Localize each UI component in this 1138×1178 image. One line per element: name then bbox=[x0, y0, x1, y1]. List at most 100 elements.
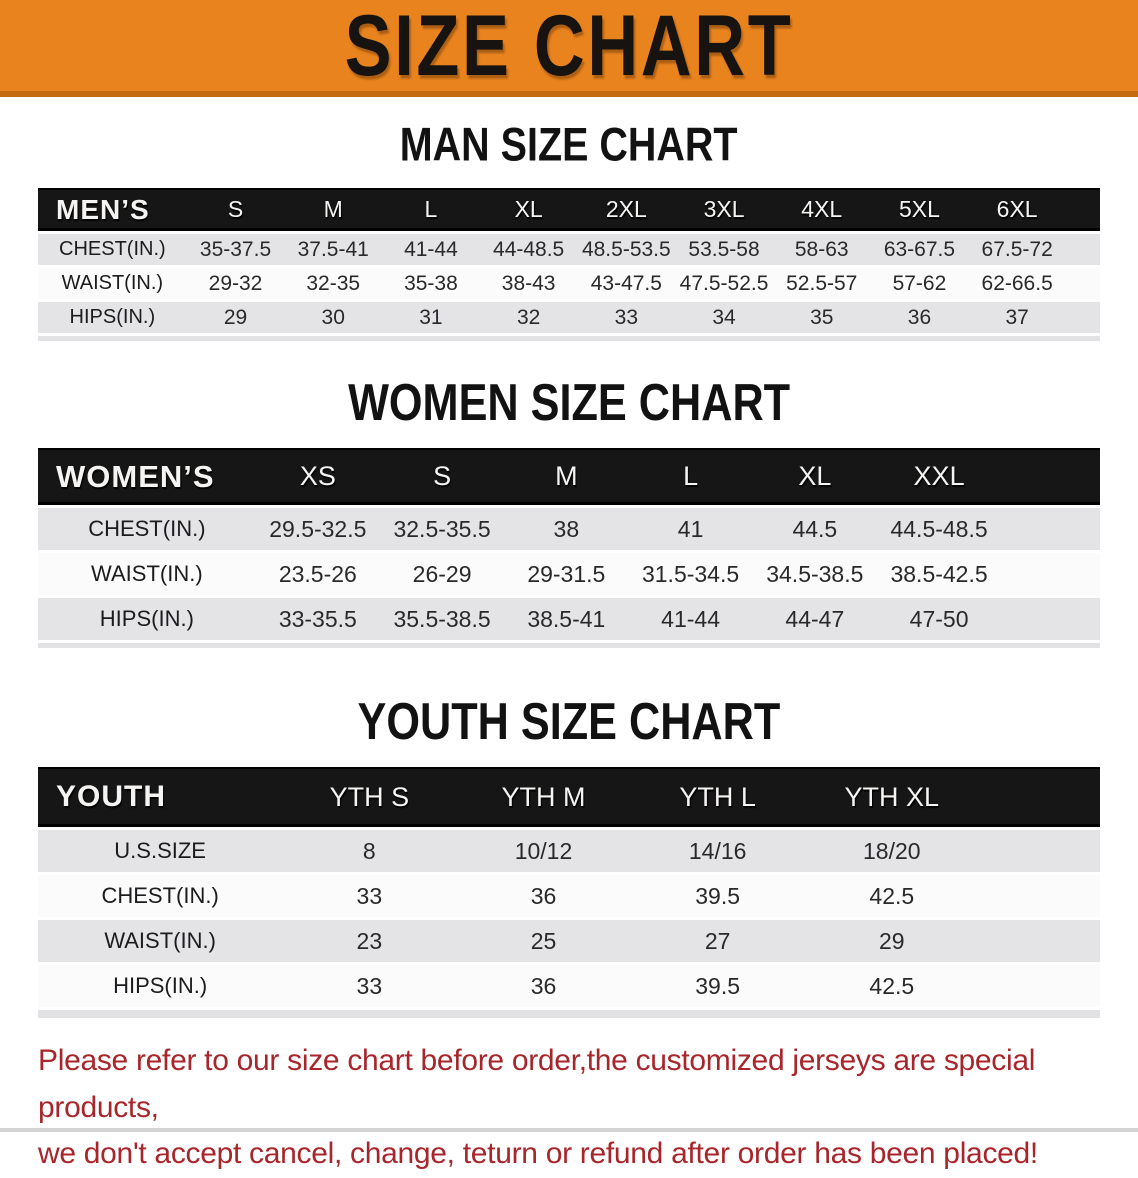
women-col-header: XL bbox=[752, 448, 877, 505]
row-label: HIPS(IN.) bbox=[38, 302, 187, 333]
youth-section-heading-text: YOUTH SIZE CHART bbox=[357, 691, 781, 751]
size-cell: 44-48.5 bbox=[479, 234, 578, 265]
row-label: WAIST(IN.) bbox=[38, 553, 256, 595]
size-cell: 36 bbox=[456, 965, 631, 1007]
row-label: CHEST(IN.) bbox=[38, 508, 256, 550]
men-col-header: 4XL bbox=[772, 188, 871, 231]
size-cell: 44.5-48.5 bbox=[876, 508, 1002, 550]
size-cell: 38.5-42.5 bbox=[876, 553, 1002, 595]
table-row: U.S.SIZE 8 10/12 14/16 18/20 bbox=[38, 830, 1100, 872]
size-cell: 38.5-41 bbox=[504, 598, 629, 640]
filler-cell bbox=[1066, 268, 1100, 299]
size-cell: 48.5-53.5 bbox=[577, 234, 676, 265]
size-cell: 37 bbox=[968, 302, 1066, 333]
filler-cell bbox=[1066, 302, 1100, 333]
size-cell: 42.5 bbox=[804, 875, 979, 917]
size-cell: 32.5-35.5 bbox=[379, 508, 505, 550]
size-cell: 26-29 bbox=[379, 553, 505, 595]
size-cell: 18/20 bbox=[804, 830, 979, 872]
filler-cell bbox=[978, 830, 1100, 872]
size-cell: 33-35.5 bbox=[255, 598, 380, 640]
women-corner-label: WOMEN’S bbox=[38, 448, 256, 505]
men-col-header: L bbox=[382, 188, 480, 231]
filler-cell bbox=[978, 767, 1100, 827]
women-col-header: L bbox=[628, 448, 753, 505]
size-cell: 36 bbox=[456, 875, 631, 917]
disclaimer-line-1: Please refer to our size chart before or… bbox=[38, 1044, 1036, 1124]
size-cell: 29.5-32.5 bbox=[255, 508, 380, 550]
size-cell: 38 bbox=[504, 508, 629, 550]
youth-col-header: YTH S bbox=[282, 767, 457, 827]
men-col-header: M bbox=[284, 188, 383, 231]
size-cell: 32-35 bbox=[284, 268, 383, 299]
size-cell: 34.5-38.5 bbox=[752, 553, 877, 595]
table-row: CHEST(IN.) 29.5-32.5 32.5-35.5 38 41 44.… bbox=[38, 508, 1100, 550]
size-cell: 29 bbox=[186, 302, 285, 333]
size-cell: 32 bbox=[479, 302, 578, 333]
men-section-heading-text: MAN SIZE CHART bbox=[400, 118, 738, 171]
women-size-table: WOMEN’S XS S M L XL XXL CHEST(IN.) 29.5-… bbox=[38, 445, 1100, 643]
size-cell: 30 bbox=[284, 302, 383, 333]
banner: SIZE CHART bbox=[0, 0, 1138, 97]
size-cell: 52.5-57 bbox=[772, 268, 871, 299]
size-cell: 35 bbox=[772, 302, 871, 333]
row-label: HIPS(IN.) bbox=[38, 965, 283, 1007]
size-cell: 23 bbox=[282, 920, 457, 962]
table-row: HIPS(IN.) 33 36 39.5 42.5 bbox=[38, 965, 1100, 1007]
size-cell: 41 bbox=[628, 508, 753, 550]
row-label: U.S.SIZE bbox=[38, 830, 283, 872]
youth-col-header: YTH L bbox=[630, 767, 805, 827]
row-label: CHEST(IN.) bbox=[38, 234, 187, 265]
filler-cell bbox=[1001, 553, 1100, 595]
size-cell: 53.5-58 bbox=[675, 234, 773, 265]
size-cell: 8 bbox=[282, 830, 457, 872]
filler-cell bbox=[1066, 234, 1100, 265]
page-title: SIZE CHART bbox=[344, 0, 794, 94]
size-cell: 58-63 bbox=[772, 234, 871, 265]
disclaimer: Please refer to our size chart before or… bbox=[38, 1038, 1100, 1178]
table-bottom-strip bbox=[38, 643, 1100, 648]
men-col-header: 2XL bbox=[577, 188, 676, 231]
size-cell: 33 bbox=[282, 965, 457, 1007]
size-cell: 29-31.5 bbox=[504, 553, 629, 595]
row-label: CHEST(IN.) bbox=[38, 875, 283, 917]
size-cell: 34 bbox=[675, 302, 773, 333]
size-cell: 41-44 bbox=[382, 234, 480, 265]
filler-cell bbox=[1001, 598, 1100, 640]
youth-header-row: YOUTH YTH S YTH M YTH L YTH XL bbox=[38, 767, 1100, 827]
table-bottom-strip bbox=[38, 336, 1100, 341]
women-col-header: XXL bbox=[876, 448, 1002, 505]
filler-cell bbox=[1001, 448, 1100, 505]
table-row: WAIST(IN.) 23.5-26 26-29 29-31.5 31.5-34… bbox=[38, 553, 1100, 595]
section-men: MAN SIZE CHART MEN’S S M L XL 2XL 3XL 4X… bbox=[0, 118, 1138, 341]
section-women: WOMEN SIZE CHART WOMEN’S XS S M L XL XXL bbox=[0, 373, 1138, 648]
size-cell: 29-32 bbox=[186, 268, 285, 299]
filler-cell bbox=[978, 920, 1100, 962]
youth-col-header: YTH M bbox=[456, 767, 631, 827]
size-cell: 35-38 bbox=[382, 268, 480, 299]
men-header-row: MEN’S S M L XL 2XL 3XL 4XL 5XL 6XL bbox=[38, 188, 1100, 231]
men-col-header: XL bbox=[479, 188, 578, 231]
bottom-edge-divider bbox=[0, 1128, 1138, 1132]
men-col-header: 3XL bbox=[675, 188, 773, 231]
filler-cell bbox=[1001, 508, 1100, 550]
table-row: WAIST(IN.) 29-32 32-35 35-38 38-43 43-47… bbox=[38, 268, 1100, 299]
size-cell: 31.5-34.5 bbox=[628, 553, 753, 595]
filler-cell bbox=[978, 875, 1100, 917]
table-bottom-strip bbox=[38, 1010, 1100, 1018]
size-cell: 35.5-38.5 bbox=[379, 598, 505, 640]
size-cell: 42.5 bbox=[804, 965, 979, 1007]
size-cell: 31 bbox=[382, 302, 480, 333]
women-header-row: WOMEN’S XS S M L XL XXL bbox=[38, 448, 1100, 505]
size-cell: 37.5-41 bbox=[284, 234, 383, 265]
section-youth: YOUTH SIZE CHART YOUTH YTH S YTH M YTH L… bbox=[0, 691, 1138, 1018]
women-col-header: S bbox=[379, 448, 505, 505]
table-row: HIPS(IN.) 33-35.5 35.5-38.5 38.5-41 41-4… bbox=[38, 598, 1100, 640]
youth-section-heading: YOUTH SIZE CHART bbox=[0, 691, 1138, 751]
men-corner-label: MEN’S bbox=[38, 188, 187, 231]
size-cell: 47.5-52.5 bbox=[675, 268, 773, 299]
men-col-header: 6XL bbox=[968, 188, 1066, 231]
men-col-header: 5XL bbox=[870, 188, 969, 231]
size-cell: 63-67.5 bbox=[870, 234, 969, 265]
size-cell: 44-47 bbox=[752, 598, 877, 640]
